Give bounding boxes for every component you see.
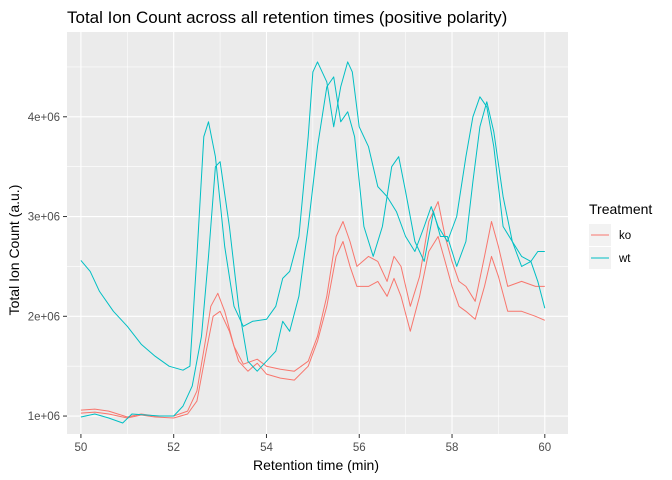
chart-title: Total Ion Count across all retention tim…	[67, 8, 507, 27]
series-layer	[80, 61, 546, 424]
y-tick-label: 2e+06	[28, 311, 60, 323]
x-tick-label: 58	[446, 442, 459, 454]
series-line-wt-3	[80, 61, 546, 371]
series-line-ko-1	[80, 201, 545, 418]
x-tick-label: 54	[260, 442, 273, 454]
y-tick-label: 1e+06	[28, 411, 60, 423]
grid-minor	[67, 32, 568, 434]
legend-label-wt: wt	[618, 253, 631, 265]
x-tick-label: 56	[353, 442, 366, 454]
y-tick-label: 4e+06	[28, 112, 60, 124]
series-line-wt-4	[80, 76, 545, 424]
x-tick-label: 60	[538, 442, 551, 454]
legend: Treatment ko wt	[589, 201, 652, 269]
y-axis-ticks: 1e+06 2e+06 3e+06 4e+06	[28, 112, 67, 423]
plot-panel	[67, 32, 568, 434]
legend-title: Treatment	[589, 201, 652, 217]
x-axis-ticks: 50 52 54 56 58 60	[75, 434, 551, 454]
y-axis-title: Total Ion Count (a.u.)	[6, 185, 22, 316]
x-tick-label: 50	[75, 442, 88, 454]
x-tick-label: 52	[167, 442, 180, 454]
y-tick-label: 3e+06	[28, 212, 60, 224]
series-line-ko-2	[80, 236, 545, 419]
grid-major	[67, 32, 568, 434]
legend-label-ko: ko	[619, 230, 631, 242]
x-axis-title: Retention time (min)	[253, 457, 379, 473]
